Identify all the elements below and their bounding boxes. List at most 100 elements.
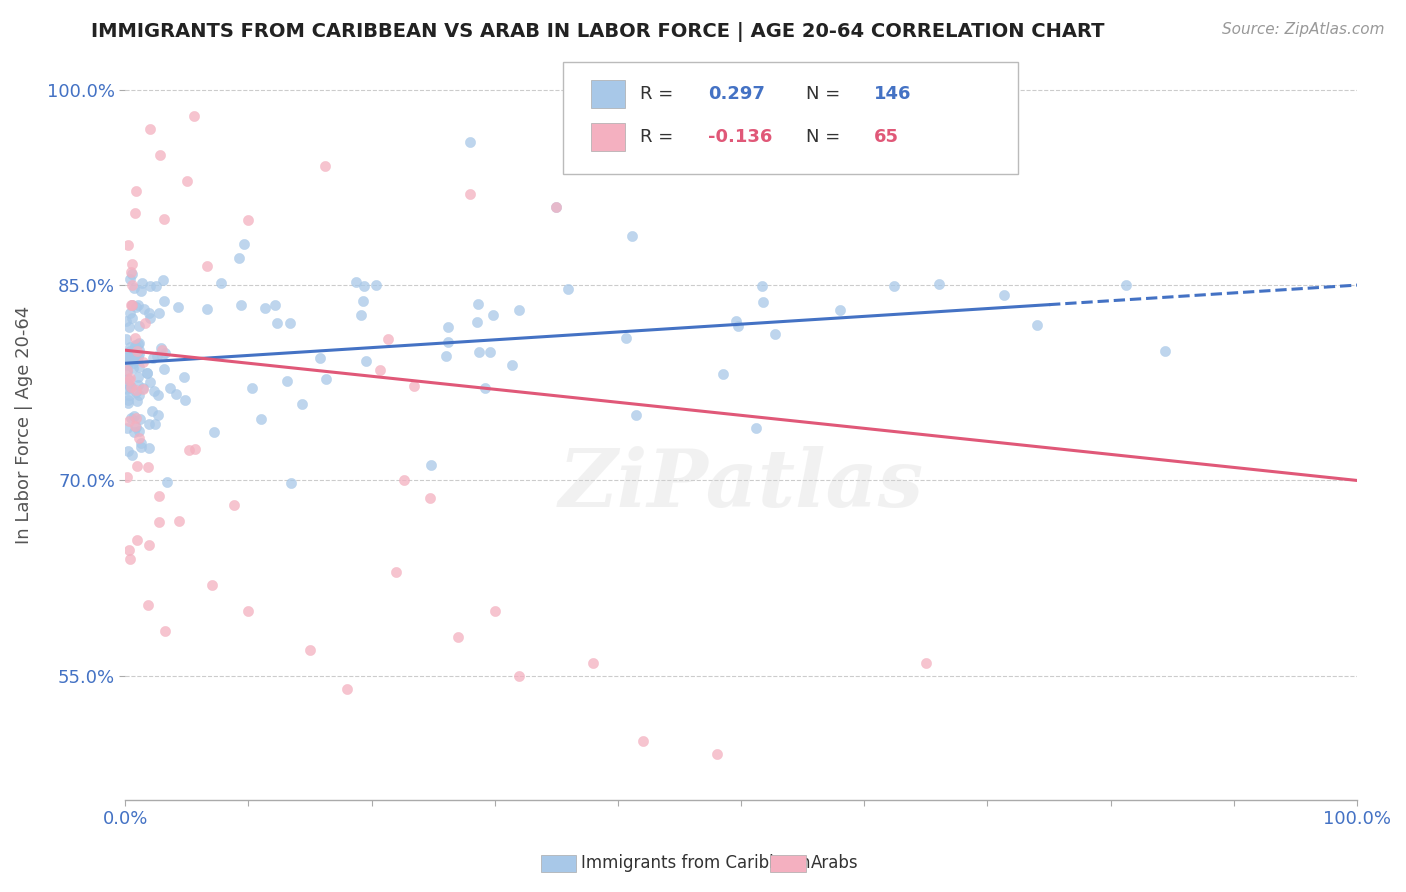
Point	[266, 316, 288, 330]
Point	[127, 533, 149, 547]
Point	[631, 734, 654, 748]
Point	[120, 343, 142, 358]
Point	[124, 280, 146, 294]
Point	[557, 282, 579, 296]
Y-axis label: In Labor Force | Age 20-64: In Labor Force | Age 20-64	[15, 306, 32, 544]
Point	[135, 366, 157, 380]
Point	[624, 408, 647, 422]
Point	[447, 630, 470, 644]
Point	[928, 277, 950, 292]
Point	[458, 135, 481, 149]
Point	[121, 311, 143, 326]
Point	[240, 381, 263, 395]
Point	[141, 404, 163, 418]
Point	[142, 384, 165, 398]
Point	[291, 397, 314, 411]
Point	[155, 475, 177, 489]
Point	[118, 340, 141, 354]
Point	[479, 345, 502, 359]
Point	[118, 306, 141, 320]
Point	[138, 310, 160, 325]
Text: 0.297: 0.297	[707, 85, 765, 103]
Point	[744, 421, 766, 435]
Point	[124, 343, 146, 358]
Point	[352, 294, 374, 309]
Point	[131, 355, 153, 369]
Point	[148, 388, 170, 402]
Point	[121, 360, 143, 375]
Point	[117, 392, 139, 407]
Point	[614, 331, 637, 345]
Point	[706, 747, 728, 761]
Point	[128, 388, 150, 402]
Point	[482, 308, 505, 322]
Point	[122, 425, 145, 439]
Point	[153, 294, 176, 309]
Point	[353, 278, 375, 293]
Point	[195, 259, 218, 273]
Point	[145, 279, 167, 293]
Point	[121, 256, 143, 270]
Point	[134, 302, 156, 317]
Point	[159, 381, 181, 395]
Text: 146: 146	[875, 85, 911, 103]
Text: Immigrants from Caribbean: Immigrants from Caribbean	[581, 855, 810, 872]
Point	[711, 368, 734, 382]
Point	[125, 348, 148, 362]
Point	[121, 268, 143, 282]
Point	[122, 346, 145, 360]
Point	[117, 443, 139, 458]
Point	[120, 380, 142, 394]
Point	[124, 206, 146, 220]
Text: ZiPatlas: ZiPatlas	[558, 446, 924, 524]
Point	[468, 345, 491, 359]
Text: 65: 65	[875, 128, 900, 145]
Point	[115, 383, 138, 397]
Point	[484, 604, 506, 618]
Point	[115, 364, 138, 378]
Point	[280, 475, 302, 490]
Point	[508, 303, 530, 318]
Point	[437, 320, 460, 334]
Point	[402, 379, 425, 393]
Point	[138, 306, 160, 320]
Point	[366, 278, 388, 293]
Point	[1115, 277, 1137, 292]
FancyBboxPatch shape	[591, 122, 626, 151]
Point	[128, 431, 150, 445]
Point	[134, 316, 156, 330]
Point	[250, 412, 273, 426]
Point	[263, 297, 285, 311]
Point	[458, 186, 481, 201]
Point	[148, 489, 170, 503]
Point	[136, 598, 159, 612]
Point	[238, 213, 260, 227]
Point	[436, 334, 458, 349]
Point	[253, 301, 276, 316]
Point	[621, 228, 644, 243]
Point	[127, 336, 149, 351]
Point	[883, 279, 905, 293]
Point	[501, 358, 523, 372]
Point	[125, 459, 148, 474]
Point	[128, 412, 150, 426]
Point	[150, 343, 173, 357]
Point	[546, 200, 568, 214]
Point	[120, 411, 142, 425]
Point	[315, 372, 337, 386]
Point	[117, 238, 139, 252]
Point	[118, 354, 141, 368]
Point	[184, 442, 207, 457]
Point	[118, 374, 141, 388]
Point	[118, 543, 141, 558]
Point	[118, 387, 141, 401]
Point	[174, 393, 197, 408]
Point	[752, 295, 775, 310]
Point	[139, 121, 162, 136]
Point	[115, 358, 138, 372]
Point	[724, 314, 747, 328]
Point	[117, 350, 139, 364]
Point	[120, 380, 142, 394]
Point	[124, 338, 146, 352]
Point	[117, 372, 139, 386]
